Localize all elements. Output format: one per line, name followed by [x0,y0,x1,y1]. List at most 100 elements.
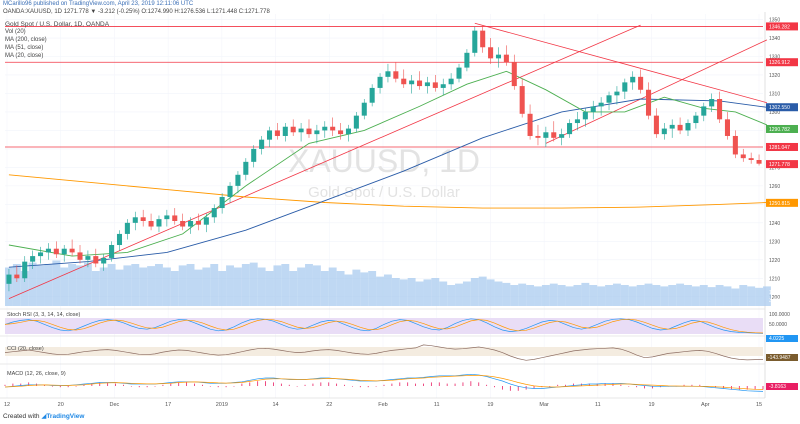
macd-histogram-bar [438,382,440,386]
macd-histogram-bar [67,386,69,388]
candle-body [109,245,115,258]
candle-body [77,252,83,260]
volume-bar [60,267,69,306]
volume-bar [312,265,321,306]
level-label-bg [766,142,798,151]
x-tick-label: 11 [434,402,440,408]
cci-value-bg [766,354,798,361]
volume-bar [597,286,606,306]
y-tick-label: 1300 [769,110,780,116]
volume-bar [218,271,227,306]
volume-bar [194,269,203,306]
candle-body [69,248,75,253]
macd-value-bg [766,383,798,390]
volume-bar [76,265,84,306]
candle-body [709,99,715,107]
candle-body [614,91,620,96]
indicator-ma200[interactable]: MA (200, close) [5,37,47,43]
y-tick-label: 1230 [769,239,780,245]
volume-bar [447,285,456,306]
candle-body [448,78,454,85]
macd-histogram-bar [502,386,503,390]
y-tick-label: 1220 [769,258,780,264]
candle-body [298,128,304,133]
volume-bar [605,285,613,306]
candle-body [495,54,502,59]
volume-bar [384,274,392,306]
candle-body [622,82,628,92]
stoch-level-mid: 50.0000 [769,322,787,328]
candle-body [464,52,470,68]
macd-histogram-bar [486,384,488,386]
volume-bar [628,286,637,306]
volume-bar [478,276,487,306]
price-label-bg [766,124,798,133]
volume-bar [518,283,527,306]
macd-histogram-bar [549,386,551,387]
quote-symbol: OANDA:XAUUSD, 1D [3,9,63,15]
volume-bar [431,278,440,306]
author-line: MCarillo96 published on TradingView.com,… [3,1,193,7]
cci-line [4,344,763,361]
macd-histogram-bar [296,386,298,387]
candle-body [306,128,312,135]
tradingview-logo-icon: ◢ [41,413,47,420]
candle-body [732,135,738,155]
x-tick-label: 19 [487,402,493,408]
candle-body [669,124,675,129]
indicator-ma20[interactable]: MA (20, close) [5,53,44,59]
macd-histogram-bar [462,382,464,386]
volume-bar [328,267,337,306]
candle-body [590,106,596,112]
macd-histogram-bar [20,383,22,386]
macd-histogram-bar [107,382,109,386]
stoch-d-line [4,318,764,334]
candle-body [409,80,415,85]
footer-brand[interactable]: TradingView [46,413,85,420]
volume-bar [12,264,21,306]
macd-histogram-bar [620,384,622,386]
candle-body [290,126,296,133]
candle-body [140,217,146,221]
volume-bar [107,264,116,306]
watermark-symbol: XAUUSD, 1D [288,143,480,179]
candle-body [519,86,525,114]
x-tick-label: 15 [756,402,762,408]
indicator-ma51[interactable]: MA (51, close) [5,45,44,51]
candle-body [685,123,691,131]
volume-bar [147,266,156,306]
macd-histogram-bar [328,382,330,386]
candle-body [472,30,478,53]
macd-histogram-bar [273,382,274,386]
candle-body [30,256,36,262]
macd-histogram-bar [399,382,401,386]
candle-body [6,274,12,284]
level-label-bg [766,58,798,67]
price-label: 1271.778 [769,162,790,168]
author-name[interactable]: MCarillo96 [3,1,32,7]
macd-histogram-bar [470,381,472,386]
candle-body [393,71,399,79]
macd-value: -3.8163 [769,384,786,390]
volume-bar [660,286,669,306]
volume-bar [731,288,740,306]
y-tick-label: 1350 [769,18,780,24]
indicator-vol[interactable]: Vol (20) [5,29,26,35]
candle-body [172,215,178,221]
candle-body [582,111,588,120]
macd-histogram-bar [683,384,685,386]
macd-histogram-bar [454,383,456,386]
volume-bar [644,283,653,306]
volume-bar [44,264,53,306]
volume-bar [265,271,274,306]
x-tick-label: 19 [649,402,655,408]
macd-histogram-bar [115,383,116,386]
candle-body [38,252,44,257]
candle-body [22,261,28,279]
footer-prefix: Created with [3,413,40,420]
cci-value: -143.9487 [768,355,791,361]
candle-body [424,82,430,87]
candle-body [259,139,265,149]
y-tick-label: 1200 [769,295,780,301]
